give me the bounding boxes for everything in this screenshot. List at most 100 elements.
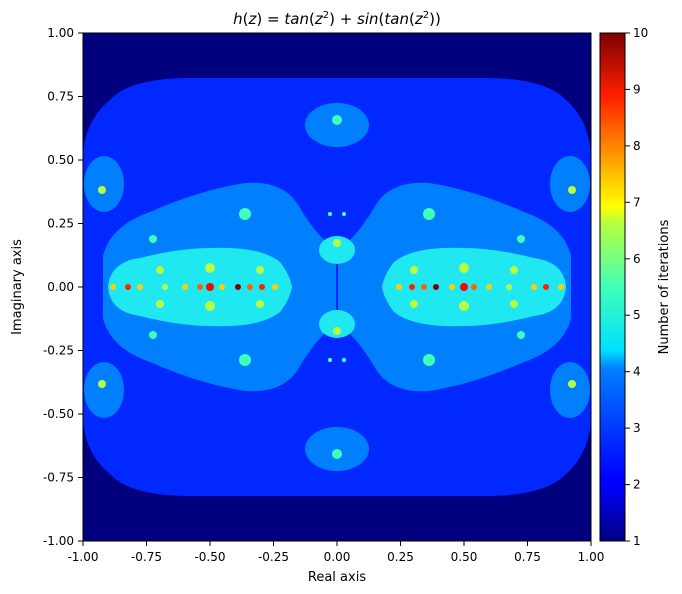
y-tick-label: 0.00: [47, 280, 74, 294]
spots: [98, 115, 576, 459]
fractal-spot: [205, 301, 215, 311]
y-tick-label: -0.25: [43, 344, 74, 358]
fractal-spot: [423, 208, 435, 220]
fractal-spot: [342, 358, 346, 362]
x-tick-label: 0.00: [324, 550, 351, 564]
x-tick-label: -0.75: [131, 550, 162, 564]
y-tick-label: -0.50: [43, 407, 74, 421]
fractal-spot: [568, 186, 576, 194]
corner-blob: [550, 156, 590, 212]
fractal-spot: [460, 283, 468, 291]
colorbar-tick-label: 9: [633, 82, 641, 96]
fractal-spot: [328, 358, 332, 362]
x-tick-label: 0.50: [451, 550, 478, 564]
y-axis: 1.00 0.75 0.50 0.25 0.00 -0.25 -0.50 -0.…: [43, 26, 83, 548]
colorbar-title: Number of iterations: [657, 219, 672, 354]
colorbar-tick-label: 1: [633, 534, 641, 548]
fractal-spot: [517, 331, 525, 339]
inner-lobe-center-top: [319, 236, 355, 264]
colorbar-tick-label: 4: [633, 365, 641, 379]
fractal-spot: [333, 239, 341, 247]
x-tick-label: 1.00: [578, 550, 605, 564]
fractal-spot: [568, 380, 576, 388]
x-tick-label: 0.75: [514, 550, 541, 564]
fractal-spot: [471, 284, 477, 290]
region-outer-band: [83, 78, 591, 496]
colorbar-tick-label: 7: [633, 195, 641, 209]
x-tick-label: 0.25: [387, 550, 414, 564]
fractal-spot: [486, 284, 492, 290]
fractal-spot: [332, 449, 342, 459]
fractal-spot: [459, 263, 469, 273]
fractal-spot: [110, 284, 116, 290]
fractal-spot: [197, 284, 203, 290]
fractal-spot: [396, 284, 402, 290]
fractal-spot: [410, 300, 418, 308]
fractal-spot: [219, 284, 225, 290]
plot-title: h(z) = tan(z2) + sin(tan(z2)): [233, 10, 441, 28]
fractal-spot: [517, 235, 525, 243]
corner-blob: [84, 156, 124, 212]
fractal-spot: [558, 284, 564, 290]
fractal-spot: [162, 284, 168, 290]
inner-lobe-center-bottom: [319, 310, 355, 338]
corner-blob: [84, 362, 124, 418]
fractal-spot: [182, 284, 188, 290]
fractal-spot: [239, 208, 251, 220]
fractal-spot: [409, 284, 415, 290]
fractal-spot: [156, 266, 164, 274]
fractal-spot: [506, 284, 512, 290]
x-axis: -1.00 -0.75 -0.50 -0.25 0.00 0.25 0.50 0…: [67, 541, 604, 564]
fractal-spot: [98, 380, 106, 388]
fractal-spot: [239, 354, 251, 366]
fractal-spot: [433, 284, 439, 290]
colorbar-tick-label: 10: [633, 26, 648, 40]
x-tick-label: -1.00: [67, 550, 98, 564]
colorbar-tick-label: 3: [633, 421, 641, 435]
colorbar-tick-label: 2: [633, 478, 641, 492]
fractal-spot: [247, 284, 253, 290]
colorbar-tick-label: 5: [633, 308, 641, 322]
x-axis-title: Real axis: [308, 570, 366, 585]
fractal-spot: [510, 300, 518, 308]
fractal-spot: [256, 266, 264, 274]
heatmap: [83, 33, 591, 541]
y-tick-label: 0.50: [47, 153, 74, 167]
colorbar: 10 9 8 7 6 5 4 3 2 1 Number of iteration…: [599, 26, 672, 548]
y-tick-label: 0.75: [47, 90, 74, 104]
colorbar-gradient: [599, 32, 626, 542]
x-tick-label: -0.25: [258, 550, 289, 564]
fractal-spot: [333, 327, 341, 335]
fractal-spot: [332, 115, 342, 125]
colorbar-tick-label: 6: [633, 252, 641, 266]
fractal-spot: [206, 283, 214, 291]
fractal-spot: [423, 354, 435, 366]
y-tick-label: -1.00: [43, 534, 74, 548]
fractal-spot: [149, 235, 157, 243]
fractal-spot: [156, 300, 164, 308]
fractal-spot: [459, 301, 469, 311]
fractal-spot: [510, 266, 518, 274]
fractal-spot: [256, 300, 264, 308]
fractal-spot: [235, 284, 241, 290]
fractal-spot: [449, 284, 455, 290]
fractal-spot: [272, 284, 278, 290]
y-tick-label: 0.25: [47, 217, 74, 231]
fractal-spot: [149, 331, 157, 339]
fractal-spot: [543, 284, 549, 290]
fractal-spot: [137, 284, 143, 290]
fractal-spot: [205, 263, 215, 273]
fractal-spot: [98, 186, 106, 194]
corner-blob: [550, 362, 590, 418]
y-tick-label: -0.75: [43, 471, 74, 485]
fractal-spot: [531, 284, 537, 290]
fractal-spot: [328, 212, 332, 216]
y-axis-title: Imaginary axis: [10, 239, 25, 335]
fractal-spot: [410, 266, 418, 274]
fractal-spot: [259, 284, 265, 290]
fractal-spot: [342, 212, 346, 216]
fractal-spot: [421, 284, 427, 290]
colorbar-tick-label: 8: [633, 139, 641, 153]
y-tick-label: 1.00: [47, 26, 74, 40]
